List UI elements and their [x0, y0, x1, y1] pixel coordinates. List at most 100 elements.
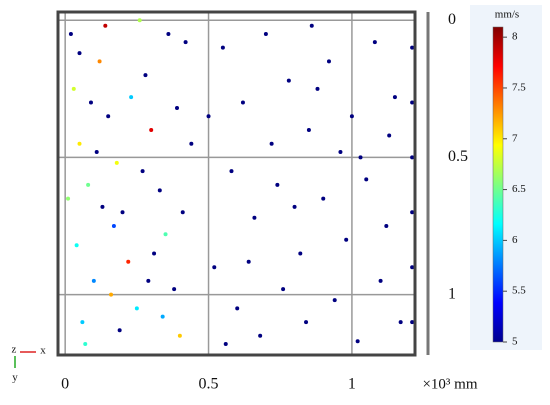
particle	[229, 169, 234, 174]
particle	[111, 224, 116, 229]
particle	[140, 169, 145, 174]
colorbar-tick-label: 7.5	[512, 81, 526, 93]
particle	[410, 265, 415, 270]
particle	[263, 31, 268, 36]
particle	[94, 149, 99, 154]
particle	[137, 18, 142, 23]
colorbar-tick-label: 6.5	[512, 183, 526, 195]
particle	[100, 204, 105, 209]
particle	[378, 278, 383, 283]
particle	[306, 127, 311, 132]
particle	[80, 320, 85, 325]
particle	[86, 182, 91, 187]
particle	[292, 204, 297, 209]
particle	[235, 306, 240, 311]
colorbar-tick-label: 6	[512, 234, 518, 246]
colorbar-tick-label: 5.5	[512, 285, 526, 297]
particle	[143, 73, 148, 78]
particle	[157, 188, 162, 193]
plot-frame	[56, 10, 417, 357]
particle	[177, 333, 182, 338]
particle	[240, 100, 245, 105]
particle	[355, 339, 360, 344]
triad-y: y	[12, 372, 18, 384]
particle	[134, 306, 139, 311]
particle	[321, 196, 326, 201]
particle	[223, 342, 228, 347]
particle	[106, 114, 111, 119]
particle	[269, 141, 274, 146]
x-tick-label: 1	[348, 376, 356, 393]
particle	[183, 40, 188, 45]
particle	[387, 133, 392, 138]
particle	[358, 155, 363, 160]
colorbar-tick-label: 5	[512, 336, 518, 348]
particle	[410, 320, 415, 325]
particle	[77, 51, 82, 56]
particle	[160, 314, 165, 319]
particle	[120, 210, 125, 215]
particle	[149, 127, 154, 132]
axes-triad: z x y	[12, 344, 47, 384]
particle	[114, 160, 119, 165]
particle	[71, 86, 76, 91]
particle	[326, 59, 331, 64]
particle	[152, 251, 157, 256]
colorbar-tick-label: 8	[512, 31, 518, 43]
particle	[83, 342, 88, 347]
particle	[180, 210, 185, 215]
particle	[172, 287, 177, 292]
particle	[109, 292, 114, 297]
particle	[344, 237, 349, 242]
colorbar	[492, 26, 504, 343]
particle	[126, 259, 131, 264]
triad-z: z	[12, 344, 17, 356]
particle	[258, 333, 263, 338]
particle	[410, 210, 415, 215]
particle	[74, 243, 79, 248]
particle	[97, 59, 102, 64]
particle	[212, 265, 217, 270]
particle	[286, 78, 291, 83]
x-tick-label: 0	[61, 376, 69, 393]
particle	[129, 95, 134, 100]
particle	[163, 232, 168, 237]
particle	[281, 287, 286, 292]
particle	[410, 155, 415, 160]
colorbar-tick-label: 7	[512, 132, 518, 144]
colorbar-panel	[470, 5, 542, 350]
particle	[146, 278, 151, 283]
y-tick-label: 0	[448, 11, 456, 28]
triad-x: x	[40, 345, 46, 357]
particle	[66, 196, 71, 201]
particle	[398, 320, 403, 325]
particle	[189, 141, 194, 146]
particle	[275, 182, 280, 187]
particle	[103, 23, 108, 28]
particle	[77, 141, 82, 146]
y-tick-label: 0.5	[448, 148, 468, 165]
particle	[384, 224, 389, 229]
y-tick-label: 1	[448, 285, 456, 302]
particle	[68, 31, 73, 36]
particle	[298, 251, 303, 256]
particle	[410, 100, 415, 105]
x-tick-label: 0.5	[199, 376, 219, 393]
particle	[220, 45, 225, 50]
x-axis-label: ×10³ mm	[422, 376, 477, 392]
particle	[338, 149, 343, 154]
particle	[117, 328, 122, 333]
particle	[304, 320, 309, 325]
particle	[372, 40, 377, 45]
particle	[309, 23, 314, 28]
particle	[410, 45, 415, 50]
colorbar-label: mm/s	[495, 9, 519, 21]
particle	[166, 31, 171, 36]
particle	[364, 177, 369, 182]
particle	[349, 114, 354, 119]
particle	[206, 114, 211, 119]
particle	[332, 298, 337, 303]
particle	[392, 95, 397, 100]
particle	[91, 278, 96, 283]
